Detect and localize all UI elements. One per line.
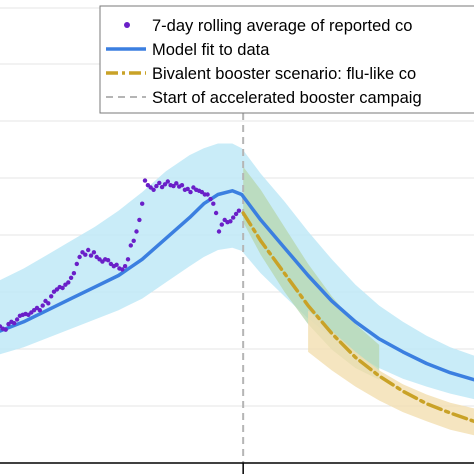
observed-point bbox=[114, 262, 119, 267]
observed-point bbox=[159, 184, 165, 190]
legend-markers bbox=[106, 22, 146, 98]
observed-point bbox=[151, 187, 156, 192]
observed-point bbox=[188, 189, 193, 195]
observed-point bbox=[233, 211, 239, 217]
observed-point bbox=[171, 183, 176, 189]
legend-marker-observed bbox=[124, 22, 130, 28]
legend-label-observed: 7-day rolling average of reported co bbox=[152, 17, 413, 35]
booster-scenario-line bbox=[241, 211, 474, 424]
observed-point bbox=[120, 267, 125, 272]
observed-point bbox=[68, 275, 74, 280]
observed-point bbox=[213, 210, 219, 216]
observed-point bbox=[208, 196, 213, 202]
observed-point bbox=[74, 261, 80, 267]
observed-point bbox=[91, 250, 97, 255]
observed-point bbox=[105, 258, 111, 263]
series-lines bbox=[0, 113, 474, 463]
uncertainty-band-4 bbox=[243, 166, 380, 380]
observed-point bbox=[179, 183, 185, 188]
observed-point bbox=[157, 180, 162, 186]
observed-point bbox=[205, 192, 210, 197]
observed-point bbox=[128, 243, 133, 248]
observed-point bbox=[131, 238, 136, 243]
legend-label-model: Model fit to data bbox=[152, 41, 270, 59]
observed-point bbox=[231, 215, 236, 220]
observed-point bbox=[122, 264, 128, 269]
observed-point bbox=[83, 252, 88, 257]
observed-point bbox=[134, 229, 139, 234]
observed-point bbox=[219, 222, 224, 227]
model-fit-line bbox=[0, 189, 474, 382]
observed-point bbox=[60, 285, 65, 291]
observed-point bbox=[66, 280, 71, 285]
plot-axes bbox=[0, 462, 474, 474]
uncertainty-band-5 bbox=[308, 310, 474, 436]
observed-point bbox=[162, 182, 168, 187]
legend-label-scenario: Bivalent booster scenario: flu-like co bbox=[152, 65, 416, 83]
observed-point bbox=[12, 321, 17, 326]
observed-point bbox=[236, 208, 242, 213]
observed-point bbox=[49, 294, 54, 299]
observed-point bbox=[37, 308, 42, 313]
observed-point bbox=[46, 301, 51, 306]
observed-point bbox=[3, 327, 8, 332]
observed-point bbox=[211, 201, 216, 206]
observed-point bbox=[86, 247, 91, 253]
observed-point bbox=[216, 229, 222, 234]
observed-point bbox=[199, 189, 205, 195]
observed-point bbox=[165, 179, 170, 184]
observed-point bbox=[142, 178, 148, 183]
observed-point bbox=[125, 257, 131, 262]
observed-point bbox=[174, 181, 179, 186]
observed-point bbox=[228, 219, 233, 224]
uncertainty-bands bbox=[0, 143, 474, 436]
observed-point bbox=[77, 254, 82, 260]
legend-box bbox=[99, 5, 474, 114]
observed-point bbox=[185, 186, 190, 192]
legend-label-campaign: Start of accelerated booster campaig bbox=[152, 89, 422, 107]
observed-point bbox=[40, 303, 45, 308]
legend: 7-day rolling average of reported co Mod… bbox=[99, 5, 474, 114]
observed-point bbox=[71, 271, 77, 276]
observed-points bbox=[0, 178, 242, 332]
observed-point bbox=[154, 183, 159, 189]
observed-point bbox=[137, 217, 142, 223]
observed-point bbox=[88, 253, 94, 258]
observed-point bbox=[14, 317, 20, 322]
observed-point bbox=[140, 201, 145, 206]
